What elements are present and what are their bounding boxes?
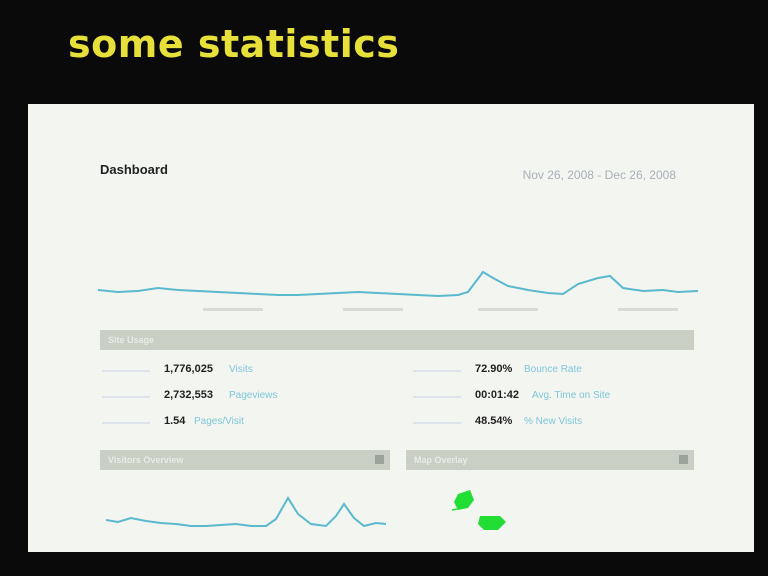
panel-toggle-icon[interactable] [375,455,384,464]
visitors-trend-line [106,496,386,528]
chart-x-axis [98,308,698,318]
x-tick [478,308,538,311]
metric-bounce-rate: 72.90% Bounce Rate [413,363,673,379]
map-region-coast [451,507,463,511]
metric-sparkline [413,422,461,424]
metric-label[interactable]: Visits [229,364,253,375]
date-range-selector[interactable]: Nov 26, 2008 - Dec 26, 2008 [522,168,676,182]
slide-title: some statistics [68,22,400,66]
visitors-overview-label: Visitors Overview [108,455,184,465]
metric-value: 48.54% [475,415,513,427]
metric-new-visits: 48.54% % New Visits [413,415,673,431]
metric-value: 1,776,025 [164,363,213,375]
metric-visits: 1,776,025 Visits [102,363,342,379]
map-region-mainland [478,516,506,530]
metric-sparkline [413,396,461,398]
x-tick [343,308,403,311]
panel-toggle-icon[interactable] [679,455,688,464]
metric-label[interactable]: % New Visits [524,416,583,427]
metric-value: 00:01:42 [475,389,520,401]
metric-pages-per-visit: 1.54 Pages/Visit [102,415,342,431]
map-region-alaska [454,490,474,510]
metric-sparkline [102,396,150,398]
metric-value: 1.54 [164,415,186,427]
metric-value: 2,732,553 [164,389,213,401]
metric-label[interactable]: Avg. Time on Site [532,390,611,401]
metric-avg-time: 00:01:42 Avg. Time on Site [413,389,673,405]
metric-label[interactable]: Pages/Visit [194,416,244,427]
x-tick [618,308,678,311]
visitors-overview-chart [106,496,386,528]
site-usage-label: Site Usage [108,335,155,345]
map-overlay-label: Map Overlay [414,455,468,465]
visitors-overview-header: Visitors Overview [100,450,390,470]
metric-label[interactable]: Bounce Rate [524,364,582,375]
visits-trend-chart [98,270,698,298]
dashboard-screen: Dashboard Nov 26, 2008 - Dec 26, 2008 Si… [28,104,754,552]
metric-label[interactable]: Pageviews [229,390,278,401]
metric-sparkline [102,370,150,372]
site-usage-header: Site Usage [100,330,694,350]
map-overlay-header: Map Overlay [406,450,694,470]
metric-value: 72.90% [475,363,513,375]
metric-pageviews: 2,732,553 Pageviews [102,389,342,405]
world-map-icon [451,490,506,530]
visits-trend-line [98,270,698,298]
metric-sparkline [102,422,150,424]
dashboard-title: Dashboard [100,162,168,177]
metric-sparkline [413,370,461,372]
x-tick [203,308,263,311]
